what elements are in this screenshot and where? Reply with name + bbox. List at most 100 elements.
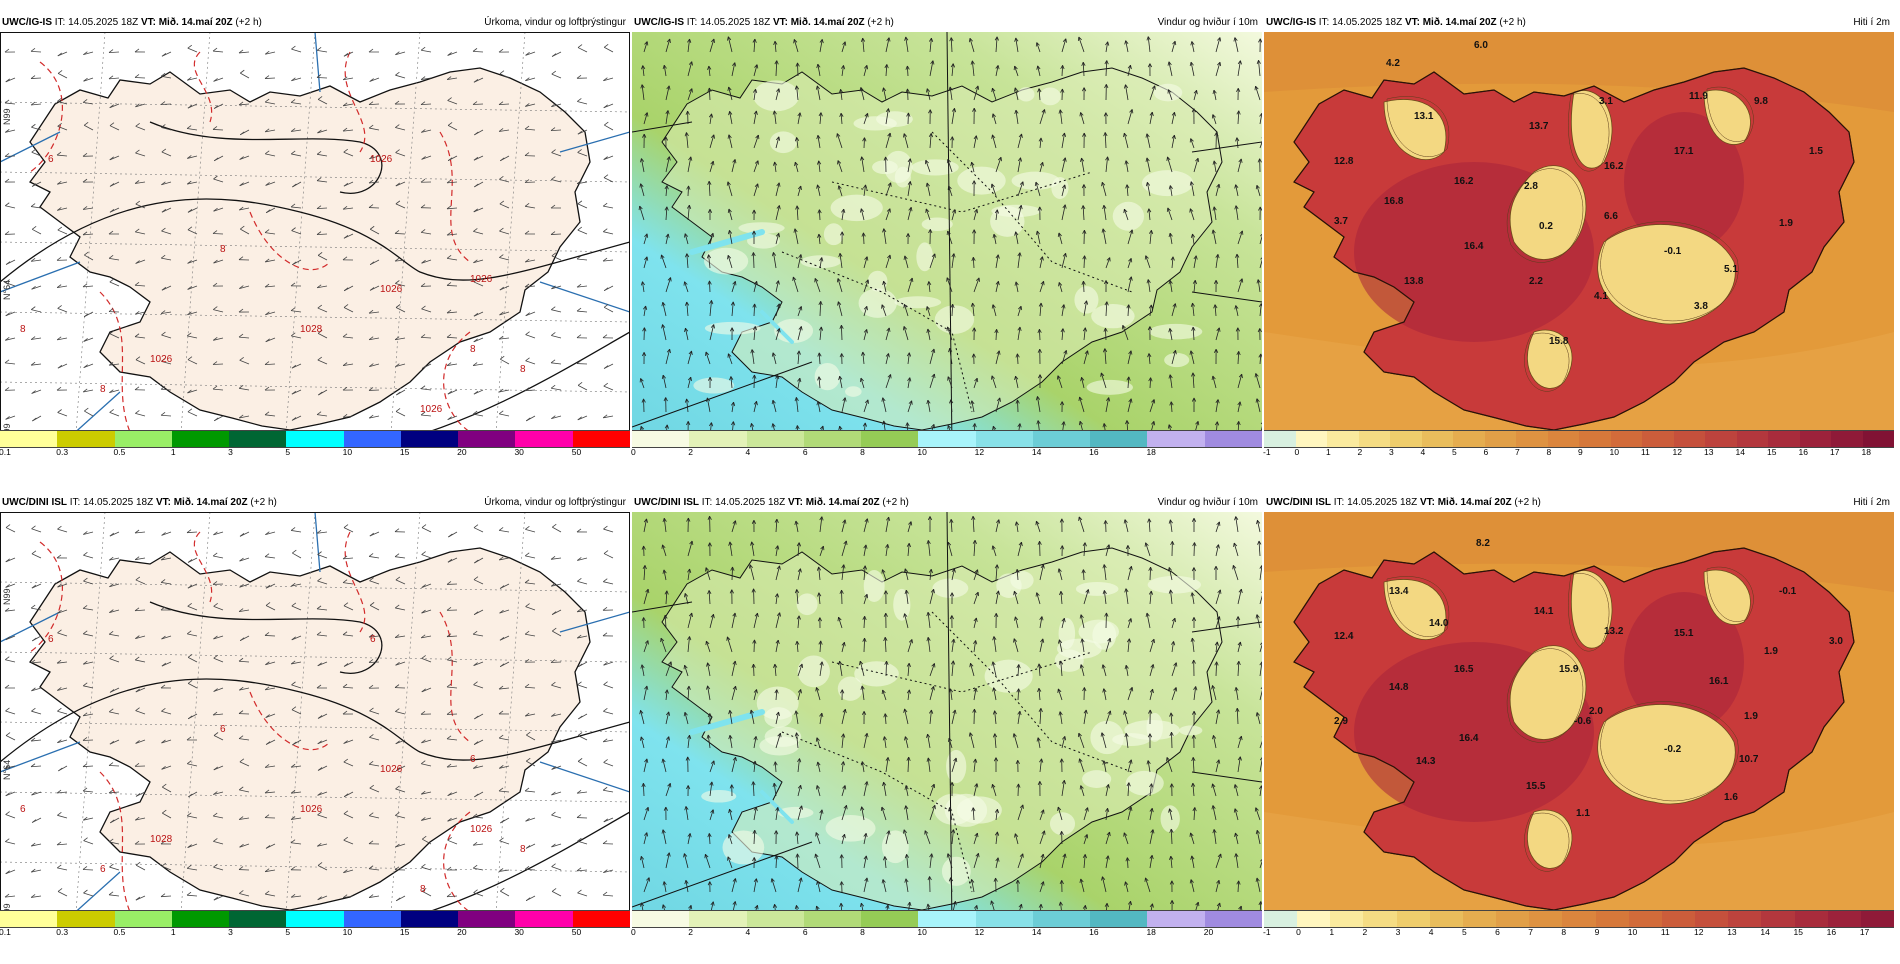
temperature-label: 1.9 <box>1764 646 1778 657</box>
colorbar-tick-label: 0.3 <box>56 447 68 457</box>
colorbar-swatch <box>1579 431 1611 447</box>
map-panel-temp: UWC/IG-IS IT: 14.05.2025 18Z VT: Mið. 14… <box>1264 14 1894 484</box>
colorbar-swatch <box>861 431 918 447</box>
pressure-label: 1026 <box>380 764 403 775</box>
run-info: UWC/IG-IS IT: 14.05.2025 18Z VT: Mið. 14… <box>2 14 262 32</box>
temperature-label: 12.4 <box>1334 631 1354 642</box>
model-name: UWC/IG-IS <box>634 17 684 28</box>
pressure-label: 1026 <box>300 804 323 815</box>
colorbar-swatch <box>804 431 861 447</box>
temperature-label: 10.7 <box>1739 754 1759 765</box>
map-panel-precip: UWC/DINI ISL IT: 14.05.2025 18Z VT: Mið.… <box>0 494 630 964</box>
colorbar-tick-label: 7 <box>1515 447 1520 457</box>
colorbar-tick-label: 9 <box>1578 447 1583 457</box>
temperature-label: 2.8 <box>1524 181 1538 192</box>
colorbar-tick-label: 15 <box>1794 927 1803 937</box>
temperature-label: 0.2 <box>1539 221 1553 232</box>
colorbar-swatch <box>1662 911 1695 927</box>
colorbar-swatch <box>1562 911 1595 927</box>
forecast-map[interactable] <box>632 512 1262 926</box>
colorbar-swatch <box>1033 431 1090 447</box>
colorbar-tick-label: 10 <box>343 927 352 937</box>
forecast-map[interactable] <box>632 32 1262 446</box>
colorbar-tick-label: 6 <box>803 927 808 937</box>
panel-title: Vindur og hviður í 10m <box>1158 494 1258 512</box>
temperature-label: 13.7 <box>1529 121 1549 132</box>
model-name: UWC/DINI ISL <box>2 497 67 508</box>
colorbar-swatch <box>458 431 515 447</box>
colorbar-swatch <box>1033 911 1090 927</box>
colorbar-swatch <box>1863 431 1895 447</box>
valid-time: VT: Mið. 14.maí 20Z <box>788 497 880 508</box>
colorbar-tick-label: 10 <box>1610 447 1619 457</box>
colorbar-tick-label: 4 <box>1429 927 1434 937</box>
colorbar-tick-label: 11 <box>1661 927 1670 937</box>
colorbar-tick-label: 1 <box>1326 447 1331 457</box>
colorbar-tick-label: 18 <box>1146 927 1155 937</box>
latitude-label: N99 <box>2 588 12 605</box>
temperature-label: 5.1 <box>1724 264 1738 275</box>
run-info: UWC/DINI ISL IT: 14.05.2025 18Z VT: Mið.… <box>2 494 277 512</box>
colorbar-tick-label: 8 <box>1547 447 1552 457</box>
temperature-label: 14.1 <box>1534 606 1554 617</box>
temperature-label: 14.8 <box>1389 682 1409 693</box>
colorbar-tick-label: 0 <box>1296 927 1301 937</box>
panel-title: Vindur og hviður í 10m <box>1158 14 1258 32</box>
colorbar <box>1264 430 1894 448</box>
colorbar-tick-label: 10 <box>917 927 926 937</box>
colorbar-swatch <box>1390 431 1422 447</box>
colorbar-tick-label: 30 <box>514 447 523 457</box>
map-panel-wind: UWC/IG-IS IT: 14.05.2025 18Z VT: Mið. 14… <box>632 14 1262 484</box>
colorbar-tick-label: 6 <box>803 447 808 457</box>
colorbar-swatch <box>115 431 172 447</box>
colorbar-tick-label: 4 <box>746 927 751 937</box>
temperature-label: 16.1 <box>1709 676 1729 687</box>
colorbar-tick-label: 14 <box>1032 927 1041 937</box>
colorbar-tick-label: 12 <box>975 927 984 937</box>
colorbar-tick-label: 0 <box>631 447 636 457</box>
colorbar-swatch <box>1795 911 1828 927</box>
colorbar-swatch <box>747 431 804 447</box>
latitude-label: N99 <box>2 108 12 125</box>
colorbar-tick-label: 17 <box>1830 447 1839 457</box>
colorbar-tick-label: 12 <box>1694 927 1703 937</box>
colorbar <box>632 910 1262 928</box>
panel-header: UWC/IG-IS IT: 14.05.2025 18Z VT: Mið. 14… <box>1264 14 1894 32</box>
pressure-label: 8 <box>520 844 526 855</box>
temperature-label: 14.3 <box>1416 756 1436 767</box>
run-info: UWC/IG-IS IT: 14.05.2025 18Z VT: Mið. 14… <box>1266 14 1526 32</box>
colorbar-tick-label: 14 <box>1736 447 1745 457</box>
temperature-label: 1.5 <box>1809 146 1823 157</box>
pressure-label: 1026 <box>150 354 173 365</box>
init-time: IT: 14.05.2025 18Z <box>52 17 141 28</box>
colorbar-swatch <box>115 911 172 927</box>
colorbar-swatch <box>918 911 975 927</box>
latitude-label: N°64 <box>2 280 12 300</box>
colorbar-tick-label: 5 <box>1462 927 1467 937</box>
temperature-label: 1.9 <box>1779 218 1793 229</box>
colorbar-tick-label: 20 <box>457 927 466 937</box>
colorbar-tick-label: 16 <box>1089 447 1098 457</box>
pressure-label: 1026 <box>380 284 403 295</box>
colorbar-tick-label: 8 <box>860 447 865 457</box>
colorbar-swatch <box>1737 431 1769 447</box>
colorbar-tick-label: 20 <box>1204 927 1213 937</box>
lead-time: (+2 h) <box>1497 17 1526 28</box>
colorbar-swatch <box>918 431 975 447</box>
temperature-label: 6.0 <box>1474 40 1488 51</box>
run-info: UWC/IG-IS IT: 14.05.2025 18Z VT: Mið. 14… <box>634 14 894 32</box>
colorbar-tick-label: 0.5 <box>114 447 126 457</box>
pressure-label: 1028 <box>300 324 323 335</box>
colorbar-swatch <box>573 431 630 447</box>
temperature-label: 15.9 <box>1559 664 1579 675</box>
colorbar-tick-label: 10 <box>1628 927 1637 937</box>
colorbar-swatch <box>1205 431 1262 447</box>
colorbar-swatch <box>1430 911 1463 927</box>
colorbar-tick-label: 2 <box>688 447 693 457</box>
